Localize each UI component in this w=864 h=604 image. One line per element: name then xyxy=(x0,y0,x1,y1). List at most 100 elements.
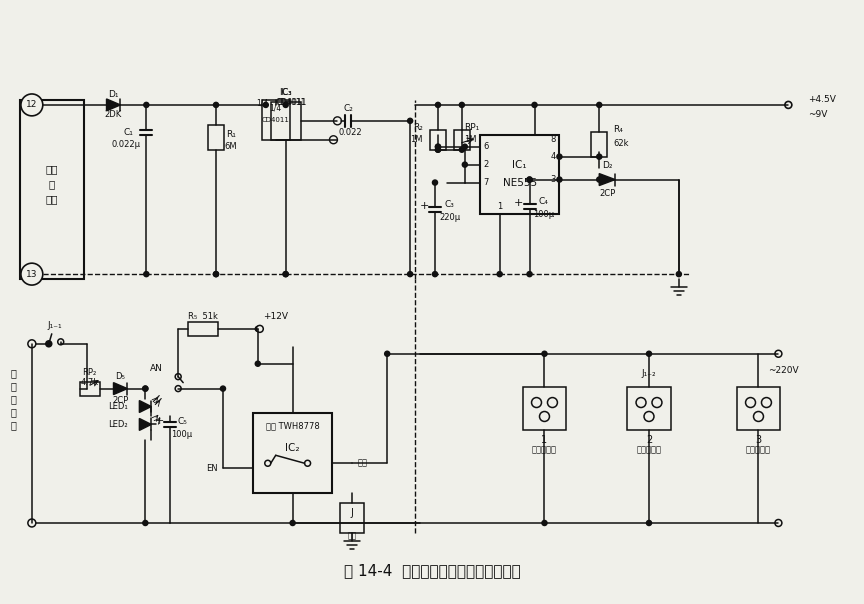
Circle shape xyxy=(597,177,601,182)
Text: ~220V: ~220V xyxy=(768,366,798,375)
Text: 扩: 扩 xyxy=(11,382,17,391)
Bar xyxy=(480,135,559,214)
Circle shape xyxy=(290,521,295,525)
Text: 6M: 6M xyxy=(225,142,238,151)
Circle shape xyxy=(256,361,260,366)
Text: NE555: NE555 xyxy=(503,178,537,188)
Circle shape xyxy=(644,411,654,422)
Text: 7: 7 xyxy=(483,178,488,187)
Circle shape xyxy=(636,397,646,408)
Text: IC₃: IC₃ xyxy=(280,88,291,97)
Text: 6: 6 xyxy=(483,142,488,151)
Circle shape xyxy=(264,460,270,466)
Bar xyxy=(188,322,218,336)
Text: 1M: 1M xyxy=(464,135,476,144)
Text: 图 14-4  自动放广播体操唱片装置电路: 图 14-4 自动放广播体操唱片装置电路 xyxy=(344,564,520,578)
Text: LED₁: LED₁ xyxy=(108,402,127,411)
Text: 2DK: 2DK xyxy=(105,111,122,120)
Bar xyxy=(340,503,365,533)
Circle shape xyxy=(435,103,441,108)
Circle shape xyxy=(460,147,464,152)
Circle shape xyxy=(21,94,43,116)
Text: 4: 4 xyxy=(551,152,556,161)
Text: 12: 12 xyxy=(26,100,37,109)
Circle shape xyxy=(597,103,601,108)
Polygon shape xyxy=(139,419,151,431)
Circle shape xyxy=(213,272,219,277)
Circle shape xyxy=(143,103,149,108)
Text: 2: 2 xyxy=(646,435,652,445)
Text: C₂: C₂ xyxy=(344,104,353,114)
Text: 2CP: 2CP xyxy=(599,189,615,198)
Text: +: + xyxy=(419,202,429,211)
Text: 100μ: 100μ xyxy=(172,430,193,439)
Polygon shape xyxy=(106,99,120,111)
Text: 0.022μ: 0.022μ xyxy=(112,140,141,149)
Text: IC₂: IC₂ xyxy=(285,443,300,454)
Text: 输入 TWH8778: 输入 TWH8778 xyxy=(266,421,320,430)
Circle shape xyxy=(539,411,550,422)
Text: 扩音机插座: 扩音机插座 xyxy=(746,446,771,455)
Circle shape xyxy=(213,272,219,277)
Text: 3: 3 xyxy=(550,175,556,184)
Circle shape xyxy=(143,386,148,391)
Circle shape xyxy=(143,521,148,525)
Circle shape xyxy=(46,341,52,347)
Circle shape xyxy=(175,374,181,380)
Text: 0.022: 0.022 xyxy=(339,128,362,137)
Circle shape xyxy=(532,103,537,108)
Circle shape xyxy=(143,272,149,277)
Text: RP₁: RP₁ xyxy=(464,123,480,132)
Text: 接: 接 xyxy=(11,368,17,379)
Text: R₄: R₄ xyxy=(613,125,623,134)
Circle shape xyxy=(408,118,413,123)
Circle shape xyxy=(753,411,764,422)
Text: J₁₋₁: J₁₋₁ xyxy=(48,321,62,330)
Text: IC₁: IC₁ xyxy=(512,159,527,170)
Circle shape xyxy=(334,117,341,125)
Text: 1/4: 1/4 xyxy=(257,98,269,108)
Circle shape xyxy=(527,272,532,277)
Text: 输出: 输出 xyxy=(358,459,367,467)
Circle shape xyxy=(21,263,43,285)
Circle shape xyxy=(542,521,547,525)
Circle shape xyxy=(220,386,226,391)
Text: +: + xyxy=(155,416,164,426)
Text: D₅: D₅ xyxy=(116,372,125,381)
Text: 100μ: 100μ xyxy=(533,210,554,219)
Circle shape xyxy=(462,144,467,149)
Circle shape xyxy=(435,147,441,152)
Circle shape xyxy=(256,326,260,332)
Polygon shape xyxy=(600,173,615,185)
Text: C₅: C₅ xyxy=(177,417,187,426)
Text: 音: 音 xyxy=(11,394,17,405)
Text: IC₃: IC₃ xyxy=(279,88,292,97)
Text: LED₂: LED₂ xyxy=(108,420,127,429)
Circle shape xyxy=(329,136,338,144)
Circle shape xyxy=(283,272,289,277)
Text: +: + xyxy=(514,199,524,208)
Circle shape xyxy=(460,103,464,108)
Circle shape xyxy=(746,397,755,408)
Bar xyxy=(208,125,224,150)
Text: 4.7k: 4.7k xyxy=(80,378,98,387)
Text: 表: 表 xyxy=(48,179,55,190)
Circle shape xyxy=(652,397,662,408)
Text: 接地: 接地 xyxy=(347,532,357,541)
Circle shape xyxy=(143,386,148,391)
Text: J₁₋₂: J₁₋₂ xyxy=(642,369,657,378)
Circle shape xyxy=(785,101,791,108)
Bar xyxy=(523,387,567,431)
Circle shape xyxy=(58,339,64,345)
Circle shape xyxy=(775,519,782,527)
Circle shape xyxy=(213,103,219,108)
Text: 1: 1 xyxy=(542,435,548,445)
Text: 2CP: 2CP xyxy=(112,396,129,405)
Circle shape xyxy=(677,272,682,277)
Text: RP₂: RP₂ xyxy=(82,368,97,377)
Text: C₃: C₃ xyxy=(445,200,454,209)
Circle shape xyxy=(433,272,437,277)
Circle shape xyxy=(557,177,562,182)
Circle shape xyxy=(531,397,542,408)
Text: 8: 8 xyxy=(550,135,556,144)
